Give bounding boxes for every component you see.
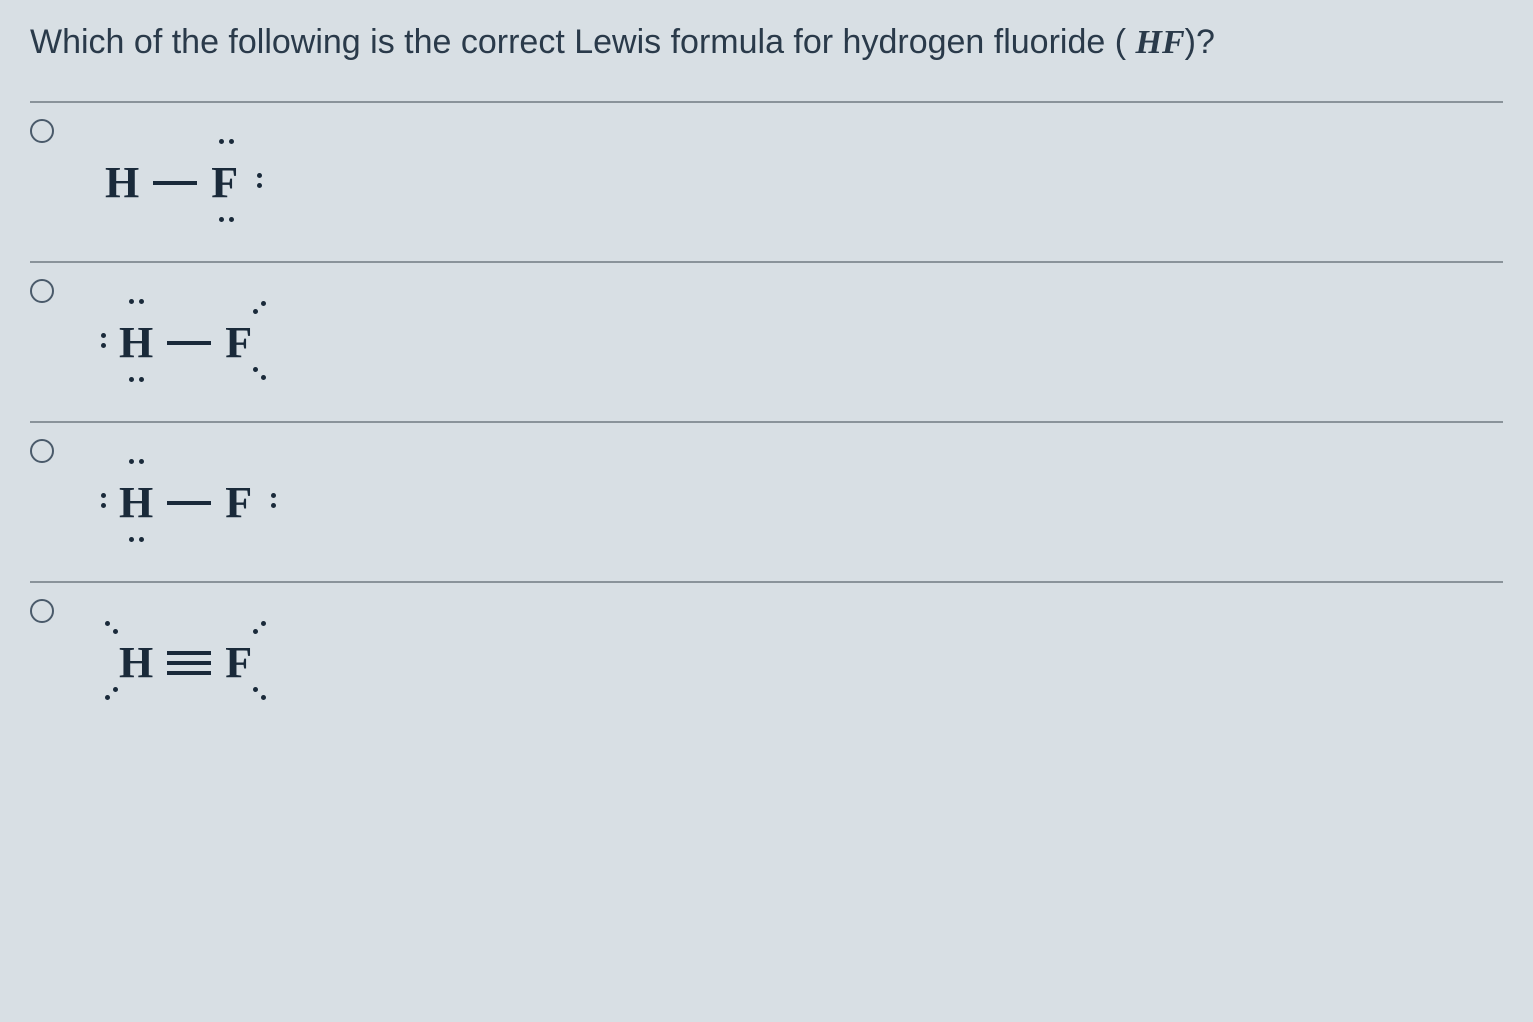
hydrogen-atom: H (105, 157, 139, 208)
lone-pair (105, 687, 118, 700)
lewis-option-c: H F (95, 433, 262, 568)
radio-button-a[interactable] (30, 119, 54, 143)
question-text-2: )? (1185, 23, 1215, 61)
lone-pair (253, 367, 266, 380)
fluorine-atom: F (225, 477, 252, 528)
single-bond (153, 168, 197, 198)
lone-pair (129, 459, 144, 464)
fluorine-atom: F (225, 637, 252, 688)
lone-pair (129, 299, 144, 304)
question-text-1: Which of the following is the correct Le… (30, 23, 1126, 61)
radio-wrap (30, 113, 95, 148)
lone-pair (101, 493, 106, 508)
lone-pair (253, 687, 266, 700)
option-row: H F (30, 423, 1503, 583)
radio-wrap (30, 433, 95, 468)
lewis-option-b: H F (95, 273, 262, 408)
lone-pair (219, 217, 234, 222)
options-container: H F H F (30, 101, 1503, 743)
radio-button-b[interactable] (30, 279, 54, 303)
question-formula: HF (1136, 24, 1185, 61)
option-row: H F (30, 263, 1503, 423)
lone-pair (129, 377, 144, 382)
lone-pair (253, 621, 266, 634)
radio-wrap (30, 273, 95, 308)
option-row: H F (30, 103, 1503, 263)
lone-pair (271, 493, 276, 508)
radio-button-c[interactable] (30, 439, 54, 463)
option-row: H F (30, 583, 1503, 743)
single-bond (167, 488, 211, 518)
lone-pair (105, 621, 118, 634)
fluorine-atom: F (225, 317, 252, 368)
triple-bond (167, 648, 211, 678)
hydrogen-atom: H (119, 477, 153, 528)
fluorine-atom: F (211, 157, 238, 208)
radio-wrap (30, 593, 95, 628)
single-bond (167, 328, 211, 358)
lone-pair (129, 537, 144, 542)
lewis-option-d: H F (95, 593, 262, 728)
lewis-option-a: H F (95, 113, 248, 248)
lone-pair (219, 139, 234, 144)
hydrogen-atom: H (119, 637, 153, 688)
question-prompt: Which of the following is the correct Le… (30, 20, 1503, 101)
radio-button-d[interactable] (30, 599, 54, 623)
lone-pair (257, 173, 262, 188)
lone-pair (253, 301, 266, 314)
lone-pair (101, 333, 106, 348)
hydrogen-atom: H (119, 317, 153, 368)
